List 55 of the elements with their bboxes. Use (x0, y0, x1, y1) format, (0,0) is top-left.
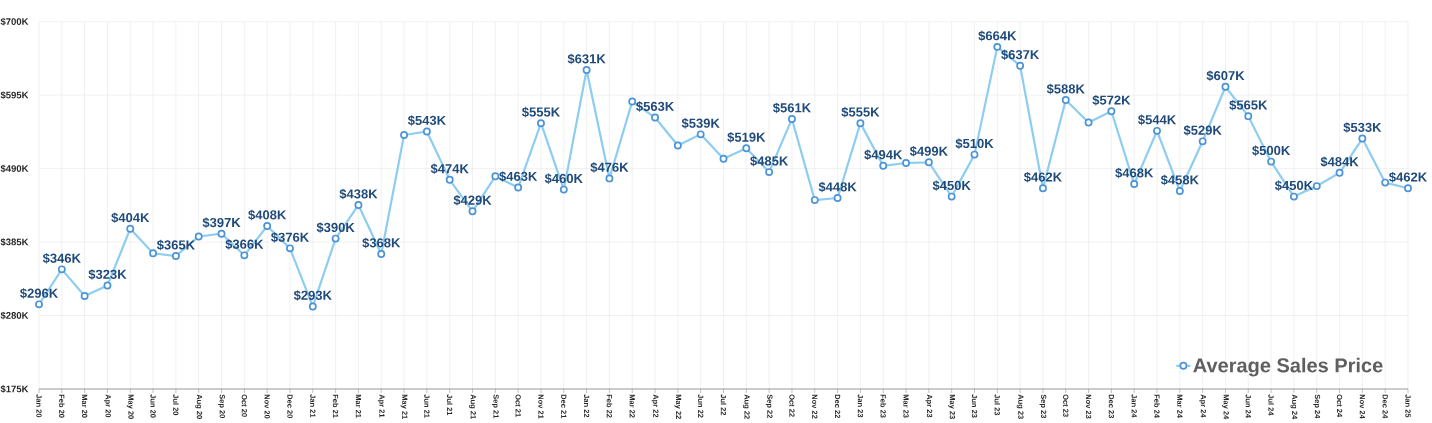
data-label: $510K (955, 138, 994, 149)
data-label: $543K (407, 115, 446, 126)
y-tick-label: $385K (0, 238, 29, 246)
data-label: $404K (111, 212, 150, 224)
legend-label: Average Sales Price (1193, 357, 1383, 377)
data-label: $533K (1343, 122, 1382, 133)
data-label: $450K (1274, 180, 1313, 191)
data-label: $565K (1229, 99, 1268, 111)
y-tick-label: $280K (0, 311, 29, 320)
data-label: $462K (1023, 171, 1062, 183)
data-label: $563K (636, 101, 675, 112)
data-label: $485K (750, 155, 789, 167)
data-label: $474K (430, 163, 469, 175)
data-label: $429K (453, 194, 492, 206)
data-label: $561K (772, 102, 811, 114)
data-label: $390K (316, 222, 355, 233)
y-tick-label: $175K (0, 385, 29, 393)
data-label: $476K (590, 162, 629, 173)
data-label: $293K (293, 290, 332, 301)
data-label: $365K (156, 239, 195, 251)
data-label: $637K (1001, 49, 1040, 61)
data-label: $499K (909, 146, 948, 157)
data-label: $519K (727, 132, 766, 143)
data-label: $458K (1160, 174, 1199, 186)
data-label: $588K (1046, 83, 1085, 95)
data-label: $484K (1320, 156, 1359, 168)
data-label: $529K (1183, 125, 1222, 136)
data-label: $366K (225, 239, 264, 250)
data-label: $544K (1138, 114, 1177, 126)
data-label: $460K (544, 173, 583, 184)
data-label: $408K (248, 209, 287, 221)
data-label: $323K (88, 269, 127, 280)
data-label: $462K (1389, 171, 1428, 183)
data-label: $397K (202, 217, 241, 228)
y-tick-label: $490K (0, 164, 29, 173)
data-label: $438K (339, 188, 378, 200)
data-label: $296K (20, 288, 59, 299)
data-label: $572K (1092, 94, 1131, 106)
y-tick-label: $595K (0, 91, 29, 100)
data-label: $368K (362, 237, 401, 249)
data-label: $607K (1206, 70, 1245, 82)
data-label: $450K (932, 180, 971, 191)
data-label: $555K (521, 106, 560, 118)
data-label: $664K (978, 30, 1017, 42)
data-label: $376K (271, 232, 310, 243)
data-label: $500K (1252, 145, 1291, 156)
data-label: $346K (42, 253, 81, 264)
data-label: $468K (1115, 167, 1154, 179)
data-label: $448K (818, 181, 857, 193)
y-tick-label: $700K (0, 17, 29, 26)
data-label: $463K (499, 171, 538, 182)
data-label: $555K (841, 106, 880, 118)
data-label: $539K (681, 118, 720, 129)
data-label: $494K (864, 149, 903, 161)
data-label: $631K (567, 53, 606, 65)
